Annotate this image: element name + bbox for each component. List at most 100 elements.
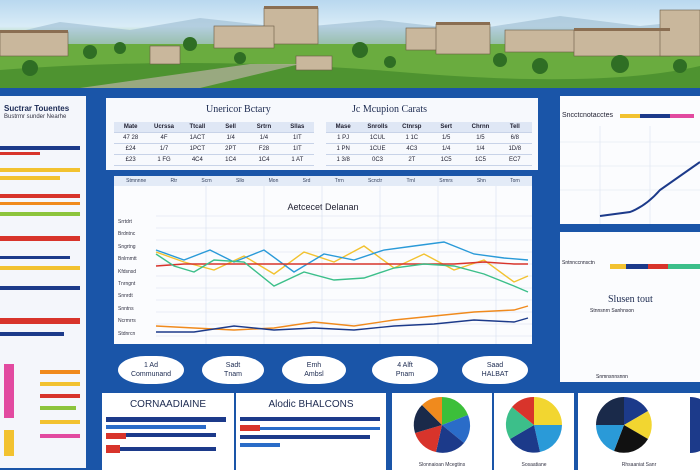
table-header-cell: Srtrn xyxy=(256,124,272,130)
right-top-label: Sncctcnotacctes xyxy=(562,112,613,119)
table-row: £24 1/7 1PCT 2PT F28 1IT xyxy=(114,144,314,155)
table-cell: 1/4 xyxy=(476,146,485,152)
badge-line: Communand xyxy=(130,371,172,378)
table-cell: 1CUL xyxy=(369,135,386,141)
row-label: Ncrmrrs xyxy=(118,318,136,325)
pie-slice xyxy=(436,425,464,453)
right-small-label: Stnnsnrn Sanhnson xyxy=(590,308,634,314)
row-label: Snntns xyxy=(118,305,134,312)
table-cell: 1/4 xyxy=(441,146,451,152)
left-bar xyxy=(0,236,80,241)
table-cell: 1 PJ xyxy=(337,135,350,141)
pie-box-3: Rhsaaniat Sanr xyxy=(578,393,700,470)
badge-line: 4 Alft xyxy=(397,362,413,369)
table-cell: 47 28 xyxy=(123,135,139,141)
table-header-cell: Ttcall xyxy=(189,124,206,130)
right-top-panel: Sncctcnotacctes xyxy=(560,96,700,224)
bottom-box-1-title: CORNAADIAINE xyxy=(129,399,207,410)
table-cell: 4F xyxy=(160,135,168,141)
badge-5[interactable]: Saad HALBAT xyxy=(462,356,528,384)
header-label: Sllo xyxy=(236,178,245,184)
table-header-cell: Mate xyxy=(123,124,138,130)
table-header-cell: Chrnn xyxy=(471,124,490,130)
table-header-cell: Snrolls xyxy=(367,124,388,130)
left-legend-panel xyxy=(0,350,86,468)
badge-line: Emh xyxy=(306,362,322,369)
row-label: Sngrtng xyxy=(118,243,136,250)
right-mid-panel: Sntnnccnnsctn Slusen tout Stnnsnrn Sanhn… xyxy=(560,232,700,382)
left-bar xyxy=(0,286,80,290)
badge-line: Ambsl xyxy=(304,371,324,378)
table-cell: 1IT xyxy=(292,135,302,141)
badge-line: HALBAT xyxy=(481,371,509,378)
table-cell: 1CUE xyxy=(369,146,386,152)
table-cell: 1 3/8 xyxy=(336,157,350,163)
series-line-navy xyxy=(156,317,529,333)
table-header-cell: Ucrssa xyxy=(153,124,174,130)
left-bar xyxy=(0,202,80,205)
pie-3-caption: Rhsaaniat Sanr xyxy=(621,462,657,468)
line-chart-title: Aetcecet Delanan xyxy=(287,202,359,212)
row-label: Tnrngnt xyxy=(118,281,136,288)
table-header-cell: Tell xyxy=(509,124,520,130)
line-chart-header: Stmnnne Rtr Scrn Sllo Mon Srd Trrn Scnct… xyxy=(114,176,532,186)
left-bar xyxy=(0,212,80,216)
trend-line xyxy=(599,161,700,217)
left-bar xyxy=(0,266,80,270)
badge-3[interactable]: Emh Ambsl xyxy=(282,356,346,384)
pie-slice xyxy=(413,405,442,433)
pie-slice xyxy=(534,397,562,425)
top-tables-panel: Unericor Bctary Jc Mcupion Carats Mate U… xyxy=(106,98,538,170)
pie-slice xyxy=(442,397,468,425)
table-header-cell: Mase xyxy=(335,124,351,130)
pie-slice xyxy=(614,425,648,453)
left-bar xyxy=(0,168,80,172)
table-cell: 1 1C xyxy=(405,135,419,141)
table-cell: 1PCT xyxy=(189,146,205,152)
table-cell: 1/7 xyxy=(159,146,169,152)
pie-slice xyxy=(510,425,540,453)
badge-4[interactable]: 4 Alft Pnam xyxy=(372,356,438,384)
table-row: 1 PN 1CUE 4C3 1/4 1/4 1D/8 xyxy=(326,144,532,155)
header-label: Scnctr xyxy=(368,178,383,184)
left-summary-panel: Suctrar Touentes Bustrmr sunder Nearhe xyxy=(0,96,86,386)
pie-slice xyxy=(596,425,624,451)
table-header-cell: Ctnrsp xyxy=(402,124,422,130)
pie-1-caption: Slonnaioan Mcegtins xyxy=(418,462,466,468)
pie-slice xyxy=(415,425,442,452)
header-label: Stmnnne xyxy=(126,178,147,184)
pie-slice xyxy=(624,397,648,425)
left-bar xyxy=(0,194,80,198)
table-cell: 1/4 xyxy=(226,135,235,141)
row-label: Kfdsnsd xyxy=(118,268,137,275)
bottom-bar-box-1: CORNAADIAINE xyxy=(102,393,234,470)
table-cell: 1 PN xyxy=(336,146,350,152)
line-chart-panel: Stmnnne Rtr Scrn Sllo Mon Srd Trrn Scnct… xyxy=(114,176,532,344)
row-label: Brdntnc xyxy=(118,231,136,238)
header-label: Trnl xyxy=(406,178,415,184)
table-cell: 2T xyxy=(408,157,416,163)
table-b-title: Jc Mcupion Carats xyxy=(352,104,427,115)
right-trend-chart xyxy=(560,114,700,224)
left-bar xyxy=(0,332,64,336)
bottom-bars-2 xyxy=(240,417,380,447)
header-label: Trrn xyxy=(334,178,344,184)
table-a-header-row: Mate Ucrssa Ttcall Sell Srtrn Sllas xyxy=(114,122,314,133)
pie-chart-1 xyxy=(413,396,471,453)
row-label: Srrtdrt xyxy=(118,219,132,225)
table-cell: 1C5 xyxy=(474,157,486,163)
table-row: £23 1 FG 4C4 1C4 1C4 1 AT xyxy=(114,155,314,166)
table-cell: 0C3 xyxy=(371,157,383,163)
table-row: 47 28 4F 1ACT 1/4 1/4 1IT xyxy=(114,133,314,144)
pie-slice xyxy=(442,415,471,443)
pie-slice xyxy=(624,411,652,439)
badge-1[interactable]: 1 Ad Communand xyxy=(118,356,184,384)
bottom-bars-1 xyxy=(106,417,226,453)
header-label: Shn xyxy=(476,178,486,184)
left-bar xyxy=(0,256,70,259)
badge-2[interactable]: Sadt Tnam xyxy=(202,356,264,384)
bottom-bar-box-2: Alodic BHALCONS xyxy=(236,393,386,470)
table-a-title: Unericor Bctary xyxy=(206,104,271,115)
pie-slice xyxy=(534,425,562,452)
table-cell: 4C4 xyxy=(191,157,203,163)
